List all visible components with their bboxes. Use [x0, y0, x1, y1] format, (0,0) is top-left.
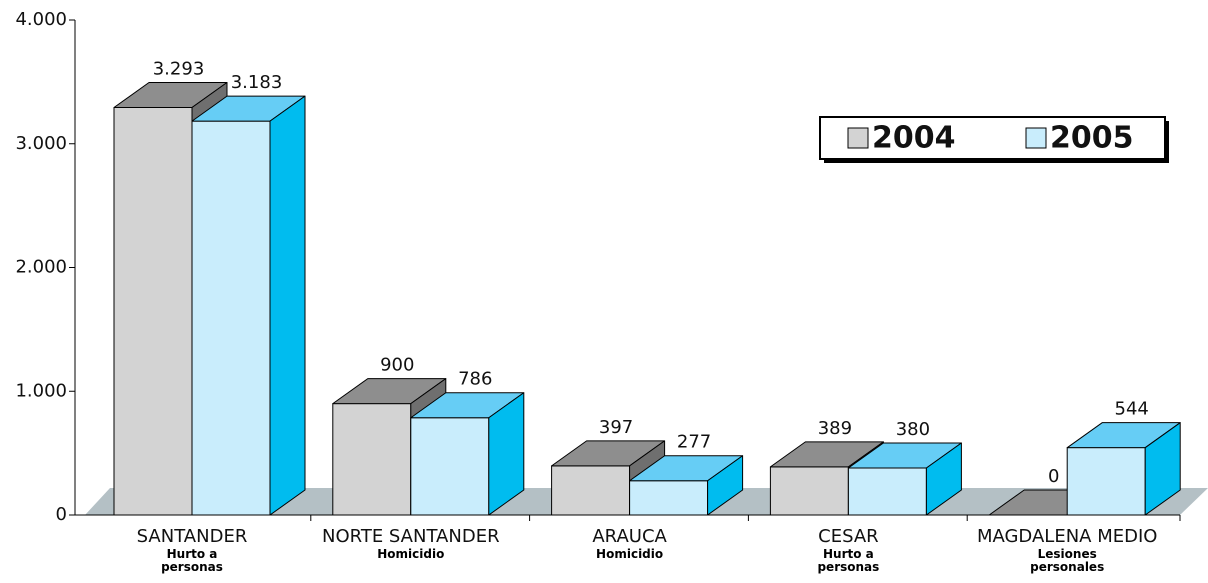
- legend-swatch: [847, 127, 869, 149]
- data-label: 786: [458, 369, 492, 390]
- bar-side: [925, 442, 962, 516]
- data-label: 3.183: [231, 72, 283, 93]
- data-label: 3.293: [153, 58, 205, 79]
- y-tick-label: 4.000: [15, 9, 67, 30]
- bar-front: [629, 480, 709, 516]
- x-sublabel: Homicidio: [596, 547, 664, 561]
- bar: [191, 95, 306, 516]
- data-label: 397: [599, 417, 633, 438]
- bar-side: [269, 95, 306, 516]
- data-label: 277: [677, 432, 711, 453]
- x-tick-label: SANTANDER: [137, 526, 248, 547]
- legend-swatch: [1025, 127, 1047, 149]
- data-label: 900: [380, 355, 414, 376]
- bar-front: [191, 120, 271, 516]
- bar-front: [113, 106, 193, 516]
- y-tick-label: 2.000: [15, 257, 67, 278]
- y-tick-label: 1.000: [15, 380, 67, 401]
- x-sublabel: Homicidio: [377, 547, 445, 561]
- data-label: 389: [818, 418, 852, 439]
- bar: [629, 455, 744, 516]
- data-label: 544: [1115, 399, 1149, 420]
- bar-side: [1144, 422, 1181, 516]
- bar-front: [410, 417, 490, 516]
- bar-front: [332, 403, 412, 516]
- x-sublabel: Lesiones personales: [1030, 547, 1105, 574]
- x-sublabel: Hurto a personas: [161, 547, 223, 574]
- bar-front: [847, 467, 927, 516]
- legend-label: 2005: [1050, 121, 1134, 156]
- data-label: 0: [1048, 466, 1059, 487]
- x-tick-label: NORTE SANTANDER: [322, 526, 500, 547]
- x-tick-label: MAGDALENA MEDIO: [977, 526, 1157, 547]
- legend-label: 2004: [872, 121, 956, 156]
- bar-side: [707, 455, 744, 516]
- bar-side: [488, 392, 525, 516]
- bar: [410, 392, 525, 516]
- legend: [819, 116, 1166, 160]
- bar-front: [769, 466, 849, 516]
- y-tick-label: 3.000: [15, 133, 67, 154]
- x-sublabel: Hurto a personas: [817, 547, 880, 574]
- x-tick-label: CESAR: [818, 526, 879, 547]
- data-label: 380: [896, 419, 930, 440]
- bar: [1066, 422, 1181, 516]
- bar-front: [551, 465, 631, 516]
- y-tick-label: 0: [56, 504, 67, 525]
- x-tick-label: ARAUCA: [592, 526, 667, 547]
- bar: [847, 442, 962, 516]
- bar-front: [1066, 447, 1146, 516]
